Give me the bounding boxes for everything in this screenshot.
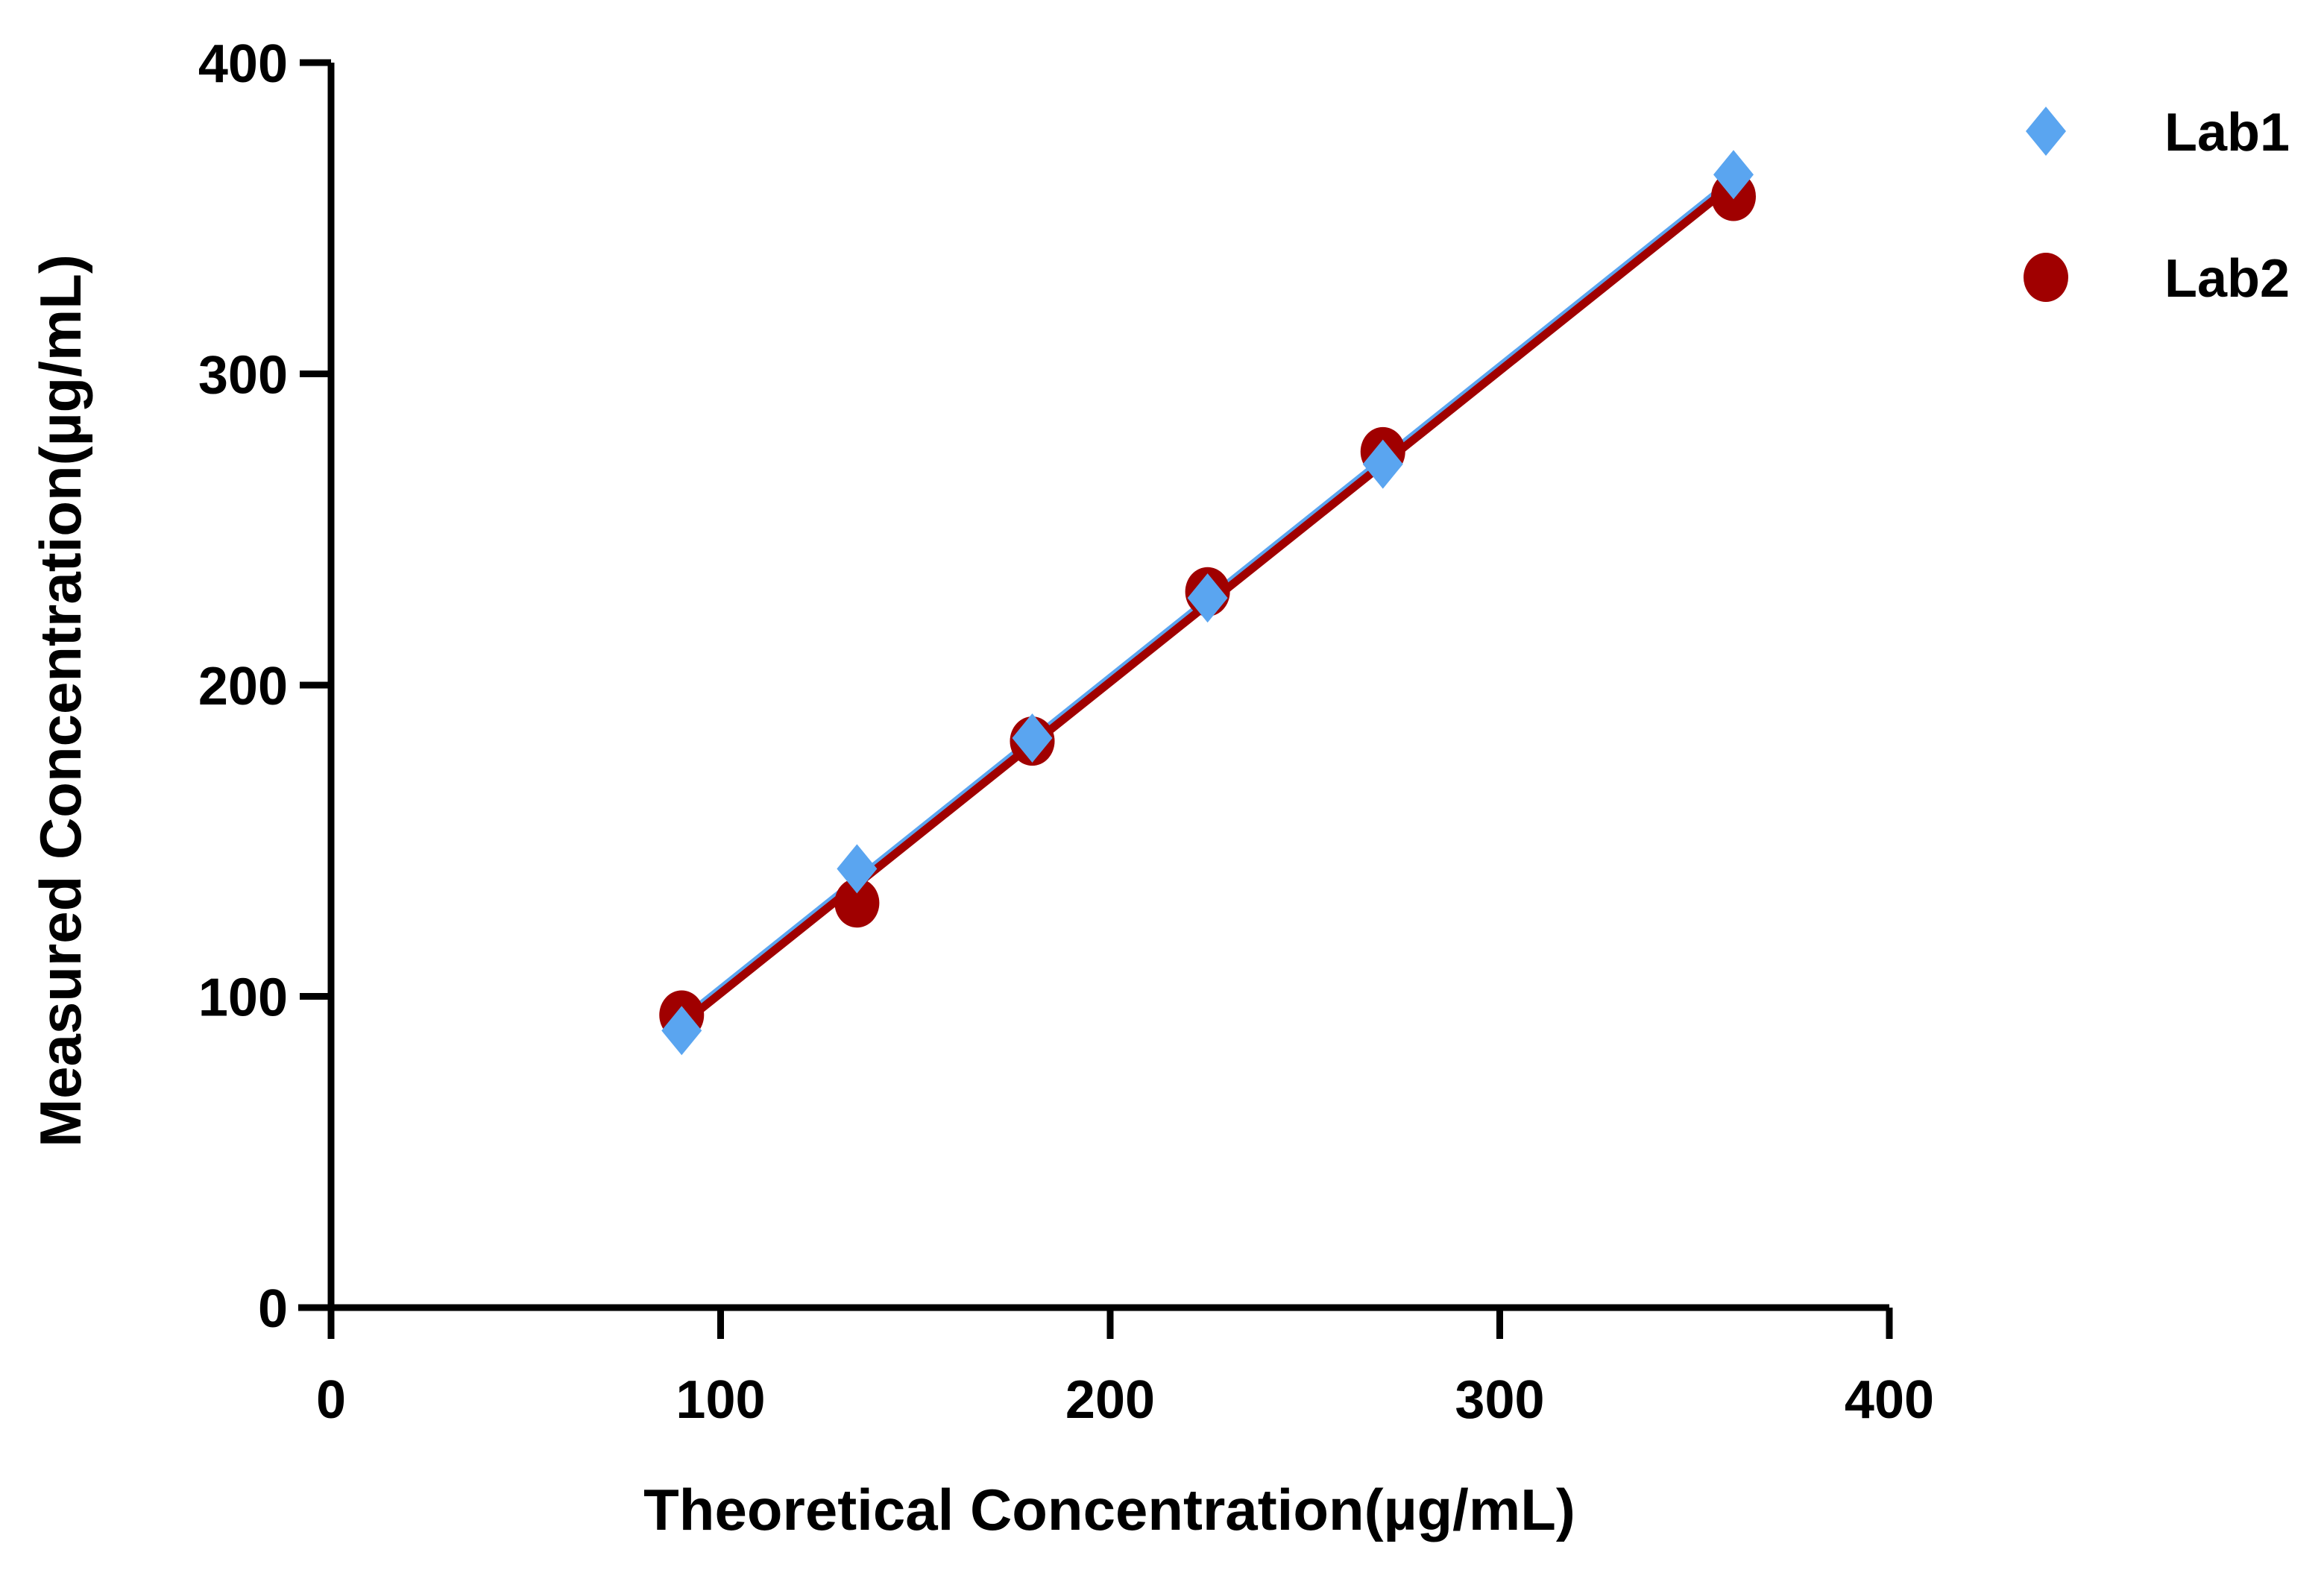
data-markers: [659, 150, 1756, 1056]
y-axis-title: Measured Concentration(µg/mL): [28, 254, 93, 1147]
lab1-point: [1713, 150, 1754, 200]
legend-lab2-label: Lab2: [2164, 249, 2290, 309]
y-tick-label: 0: [258, 1279, 288, 1339]
lab1-point: [1187, 573, 1228, 623]
x-tick-label: 300: [1455, 1370, 1544, 1430]
lab1-point: [661, 1006, 702, 1056]
lab2-point: [834, 878, 880, 928]
legend: Lab1 Lab2: [2024, 103, 2290, 309]
x-tick-label: 100: [676, 1370, 765, 1430]
y-tick-label: 200: [198, 657, 288, 716]
lab1-point: [837, 844, 878, 894]
y-tick-label: 300: [198, 346, 288, 406]
x-tick-label: 200: [1065, 1370, 1155, 1430]
y-tick-label: 400: [198, 34, 288, 94]
x-axis-title: Theoretical Concentration(µg/mL): [643, 1477, 1575, 1542]
y-axis-ticks: 0 100 200 300 400: [198, 34, 331, 1339]
x-tick-label: 0: [316, 1370, 346, 1430]
y-tick-label: 100: [198, 968, 288, 1028]
legend-lab1-label: Lab1: [2164, 103, 2290, 163]
x-tick-label: 400: [1845, 1370, 1934, 1430]
legend-lab1-marker: [2026, 107, 2066, 156]
x-axis-ticks: 0 100 200 300 400: [316, 1308, 1934, 1430]
legend-lab2-marker: [2024, 253, 2068, 302]
lab1-point: [1012, 713, 1053, 763]
lab1-point: [1362, 439, 1403, 489]
